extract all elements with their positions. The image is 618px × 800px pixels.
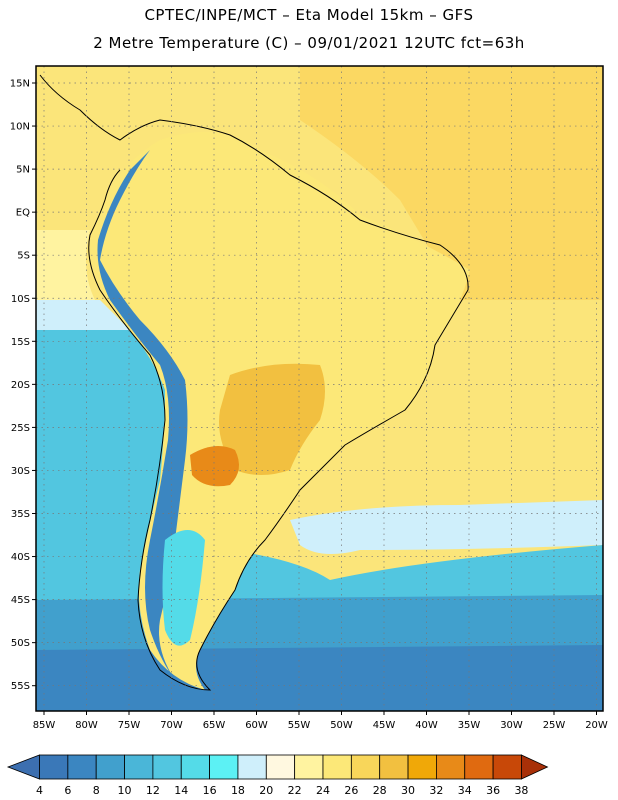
colorbar-swatch <box>180 754 211 780</box>
lon-label: 65W <box>203 720 226 731</box>
lat-label: 15N <box>10 79 30 90</box>
latitude-labels: 15N 10N 5N EQ 5S 10S 15S 20S 25S 30S 35S 40S 45S 50S 5… <box>10 79 36 692</box>
colorbar-label: 22 <box>288 784 302 797</box>
colorbar-label: 36 <box>486 784 500 797</box>
colorbar-label: 8 <box>93 784 100 797</box>
colorbar-label: 20 <box>259 784 273 797</box>
colorbar-label: 38 <box>514 784 528 797</box>
colorbar-label: 6 <box>64 784 71 797</box>
field-andes-cool <box>162 530 205 646</box>
colorbar-swatch <box>407 754 437 780</box>
colorbar-label: 4 <box>36 784 43 797</box>
colorbar-label: 10 <box>118 784 132 797</box>
lat-label: 35S <box>11 509 30 520</box>
lat-label: 25S <box>11 423 30 434</box>
colorbar-swatch <box>209 754 239 780</box>
lat-label: 55S <box>11 681 30 692</box>
lon-label: 85W <box>33 720 56 731</box>
map-area <box>36 66 603 711</box>
colorbar: 4 6 8 10 12 14 16 18 20 22 24 26 28 30 32 34 36 38 <box>6 754 549 797</box>
lon-label: 60W <box>245 720 268 731</box>
lat-label: 15S <box>11 337 30 348</box>
colorbar-label: 18 <box>231 784 245 797</box>
colorbar-swatch <box>464 754 494 780</box>
chart-title-line2: 2 Metre Temperature (C) – 09/01/2021 12U… <box>93 34 525 52</box>
colorbar-swatch <box>379 754 409 780</box>
lat-label: 45S <box>11 595 30 606</box>
colorbar-label: 12 <box>146 784 160 797</box>
colorbar-swatch <box>265 754 296 780</box>
colorbar-swatch <box>237 754 267 780</box>
lon-label: 75W <box>118 720 141 731</box>
map-grid <box>36 66 603 711</box>
colorbar-swatch <box>322 754 352 780</box>
colorbar-swatch <box>124 754 154 780</box>
colorbar-swatch <box>95 754 125 780</box>
lat-label: 40S <box>11 552 30 563</box>
colorbar-swatch <box>294 754 324 780</box>
lat-label: 10S <box>11 294 30 305</box>
lat-label: 5S <box>17 251 30 262</box>
colorbar-label: 32 <box>429 784 443 797</box>
longitude-labels: 85W 80W 75W 70W 65W 60W 55W 50W 45W 40W 35W 30W 25W 2… <box>33 711 608 731</box>
lon-label: 20W <box>585 720 608 731</box>
lat-label: 20S <box>11 380 30 391</box>
field-land-hot <box>219 363 325 475</box>
colorbar-label: 24 <box>316 784 330 797</box>
lon-label: 45W <box>373 720 396 731</box>
field-south-atlantic-cool <box>230 545 603 610</box>
coastline <box>39 74 469 691</box>
colorbar-label: 14 <box>174 784 188 797</box>
lat-label: 10N <box>10 122 30 133</box>
colorbar-swatch <box>435 754 466 780</box>
lon-label: 70W <box>160 720 183 731</box>
colorbar-over-arrow <box>521 754 549 780</box>
map-frame <box>35 65 604 712</box>
lat-label: 50S <box>11 638 30 649</box>
colorbar-label: 26 <box>344 784 358 797</box>
field-pacific-cool <box>36 330 170 600</box>
lon-label: 80W <box>75 720 98 731</box>
field-south-polar <box>36 645 603 711</box>
colorbar-swatch <box>39 754 69 780</box>
field-north-atlantic <box>300 66 603 300</box>
field-pacific-mid <box>36 300 130 335</box>
lon-label: 50W <box>330 720 353 731</box>
colorbar-swatch <box>152 754 182 780</box>
colorbar-swatch <box>67 754 97 780</box>
field-south-atlantic-mid <box>290 500 603 554</box>
field-pacific-warm <box>36 230 95 310</box>
lat-label: 30S <box>11 466 30 477</box>
lat-label: EQ <box>16 208 30 219</box>
colorbar-swatch <box>492 754 522 780</box>
field-land-hottest <box>190 446 239 487</box>
colorbar-swatch <box>350 754 381 780</box>
colorbar-under-arrow <box>6 754 40 780</box>
lon-label: 25W <box>543 720 566 731</box>
colorbar-label: 30 <box>401 784 415 797</box>
lat-label: 5N <box>16 165 30 176</box>
lon-label: 40W <box>415 720 438 731</box>
colorbar-label: 34 <box>458 784 472 797</box>
lon-label: 30W <box>500 720 523 731</box>
colorbar-label: 16 <box>203 784 217 797</box>
lon-label: 35W <box>458 720 481 731</box>
colorbar-label: 28 <box>373 784 387 797</box>
chart-title-line1: CPTEC/INPE/MCT – Eta Model 15km – GFS <box>144 6 474 24</box>
lon-label: 55W <box>288 720 311 731</box>
